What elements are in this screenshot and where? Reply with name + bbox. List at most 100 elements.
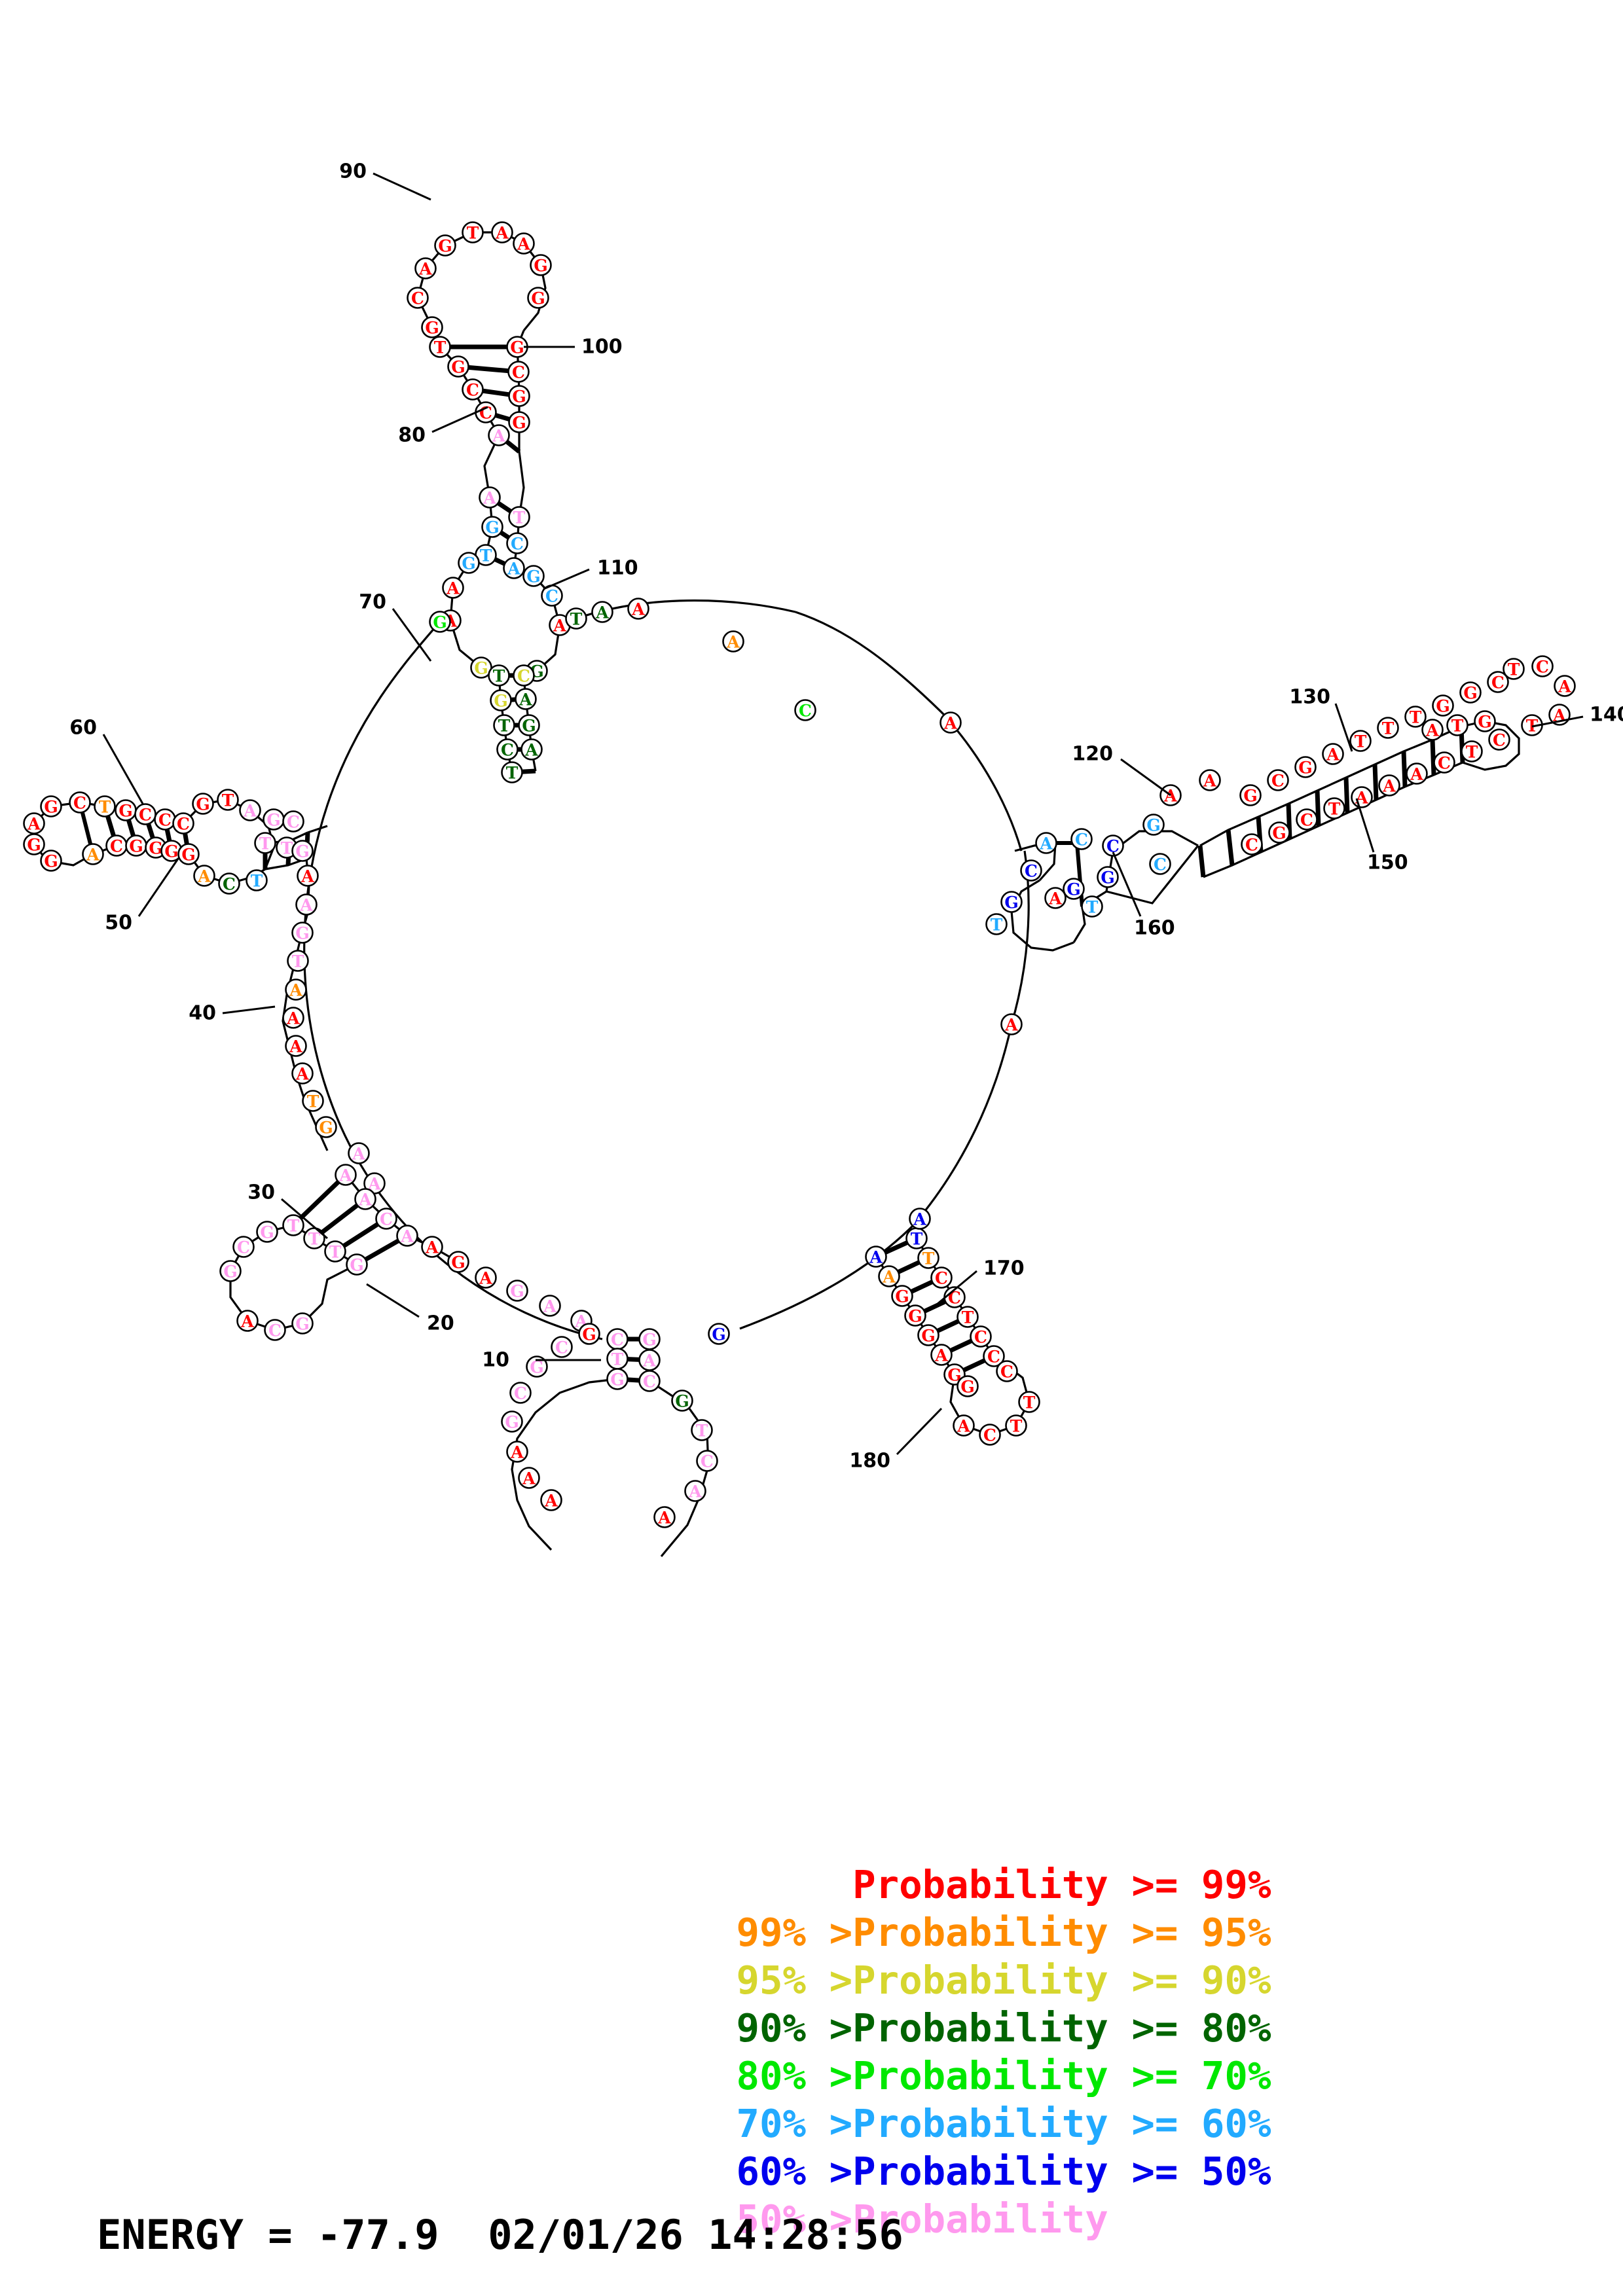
nucleotide-A-74: A xyxy=(1406,762,1428,785)
nucleotide-A-25: A xyxy=(442,577,464,599)
nucleotide-C-13: C xyxy=(462,378,484,401)
nucleotide-A-17: A xyxy=(488,424,510,446)
svg-text:A: A xyxy=(869,1248,883,1267)
svg-text:C: C xyxy=(643,1372,656,1391)
svg-text:C: C xyxy=(935,1269,948,1288)
nucleotide-T-184: T xyxy=(1018,1391,1040,1413)
nucleotide-G-65: G xyxy=(1432,694,1454,717)
nucleotide-T-183: T xyxy=(1005,1414,1027,1437)
nucleotide-T-54: T xyxy=(1081,895,1103,918)
svg-text:A: A xyxy=(1039,834,1053,853)
svg-text:A: A xyxy=(1163,787,1177,806)
nucleotide-A-78: A xyxy=(1421,719,1444,741)
svg-text:G: G xyxy=(642,1331,656,1350)
nucleotide-G-179: G xyxy=(957,1375,979,1397)
svg-text:C: C xyxy=(974,1328,987,1347)
label-text-180: 180 xyxy=(849,1450,890,1473)
svg-text:C: C xyxy=(1491,673,1504,692)
label-text-60: 60 xyxy=(69,717,97,740)
legend-row-4: 80% >Probability >= 70% xyxy=(0,2004,1623,2098)
nucleotide-T-174: T xyxy=(957,1306,979,1328)
svg-text:A: A xyxy=(726,633,740,652)
nucleotide-T-62: T xyxy=(1349,730,1372,752)
nucleotide-T-103: T xyxy=(217,789,239,811)
svg-text:G: G xyxy=(1436,697,1450,716)
nucleotide-G-140: G xyxy=(447,1251,469,1273)
position-label-170: 170 xyxy=(929,1257,1025,1312)
svg-text:C: C xyxy=(799,702,812,721)
nucleotide-G-173: G xyxy=(917,1324,939,1346)
nucleotide-C-137: C xyxy=(264,1319,286,1341)
svg-text:G: G xyxy=(266,811,280,830)
nucleotide-T-160: T xyxy=(691,1419,713,1441)
svg-text:G: G xyxy=(512,414,526,433)
svg-text:T: T xyxy=(251,872,263,891)
nucleotide-layer: GCAGTAAGGTGGCCGCGAATGCTAGAAGCAGGTCGATGCA… xyxy=(23,221,1576,1528)
nucleotide-G-34: G xyxy=(490,689,512,711)
svg-text:A: A xyxy=(957,1417,970,1436)
nucleotide-G-151: G xyxy=(578,1323,600,1345)
svg-text:T: T xyxy=(308,1230,321,1249)
nucleotide-C-98: C xyxy=(154,808,176,831)
nucleotide-G-37: G xyxy=(518,714,540,736)
nucleotide-T-166: T xyxy=(905,1227,928,1249)
position-label-100: 100 xyxy=(524,336,623,359)
svg-text:A: A xyxy=(517,235,530,254)
svg-text:G: G xyxy=(505,1413,519,1432)
nucleotide-C-182: C xyxy=(979,1424,1001,1446)
position-label-140: 140 xyxy=(1531,704,1623,728)
nucleotide-T-76: T xyxy=(1461,740,1483,762)
svg-text:T: T xyxy=(922,1249,935,1268)
nucleotide-G-101: G xyxy=(177,843,200,865)
nucleotide-A-175: A xyxy=(930,1344,953,1366)
nucleotide-A-83: A xyxy=(1554,675,1576,697)
nucleotide-G-51: G xyxy=(1063,878,1085,900)
svg-text:G: G xyxy=(27,836,41,855)
nucleotide-C-12: C xyxy=(507,361,530,383)
nucleotide-C-28: C xyxy=(541,584,563,607)
svg-text:G: G xyxy=(181,846,195,865)
rna-structure-diagram: GCAGTAAGGTGGCCGCGAATGCTAGAAGCAGGTCGATGCA… xyxy=(23,160,1623,1558)
nucleotide-G-24: G xyxy=(458,552,480,574)
position-label-30: 30 xyxy=(247,1181,328,1240)
nucleotide-G-8: G xyxy=(527,287,549,309)
nucleotide-T-57: T xyxy=(985,913,1008,935)
nucleotide-C-180: C xyxy=(996,1360,1018,1382)
svg-text:C: C xyxy=(948,1289,961,1308)
svg-text:G: G xyxy=(295,924,309,943)
svg-text:A: A xyxy=(1558,677,1571,696)
nucleotide-A-91: A xyxy=(82,843,104,865)
svg-text:G: G xyxy=(260,1223,274,1242)
nucleotide-G-155: G xyxy=(501,1410,523,1433)
svg-text:A: A xyxy=(543,1297,556,1316)
label-text-40: 40 xyxy=(189,1002,216,1025)
svg-text:A: A xyxy=(934,1346,948,1365)
svg-text:T: T xyxy=(611,1350,624,1369)
nucleotide-T-168: T xyxy=(917,1247,939,1269)
position-label-10: 10 xyxy=(482,1349,601,1372)
svg-text:G: G xyxy=(129,837,143,856)
nucleotide-C-105: C xyxy=(218,872,240,895)
svg-text:T: T xyxy=(292,952,304,971)
nucleotide-A-118: A xyxy=(282,1007,304,1029)
svg-text:T: T xyxy=(991,916,1003,935)
nucleotide-C-68: C xyxy=(1241,833,1263,855)
nucleotide-C-47: C xyxy=(1102,834,1124,857)
position-label-150: 150 xyxy=(1355,798,1408,874)
nucleotide-C-150: C xyxy=(638,1370,661,1392)
nucleotide-A-61: A xyxy=(1322,743,1344,765)
nucleotide-G-69: G xyxy=(1268,821,1290,844)
legend-left-4: 80% > xyxy=(736,2053,853,2098)
nucleotide-A-123: A xyxy=(335,1164,357,1186)
nucleotide-T-121: T xyxy=(302,1090,324,1112)
nucleotide-A-73: A xyxy=(1378,774,1400,797)
nucleotide-T-110: T xyxy=(254,832,276,854)
label-text-30: 30 xyxy=(247,1181,275,1204)
nucleotide-G-20: G xyxy=(481,516,503,538)
svg-text:A: A xyxy=(1382,777,1396,796)
legend-right-4: Probability >= 70% xyxy=(852,2053,1271,2098)
label-text-150: 150 xyxy=(1367,852,1408,874)
svg-text:C: C xyxy=(1245,836,1258,855)
legend-row-1: 99% >Probability >= 95% xyxy=(0,1861,1623,1955)
nucleotide-T-9: T xyxy=(429,336,451,358)
